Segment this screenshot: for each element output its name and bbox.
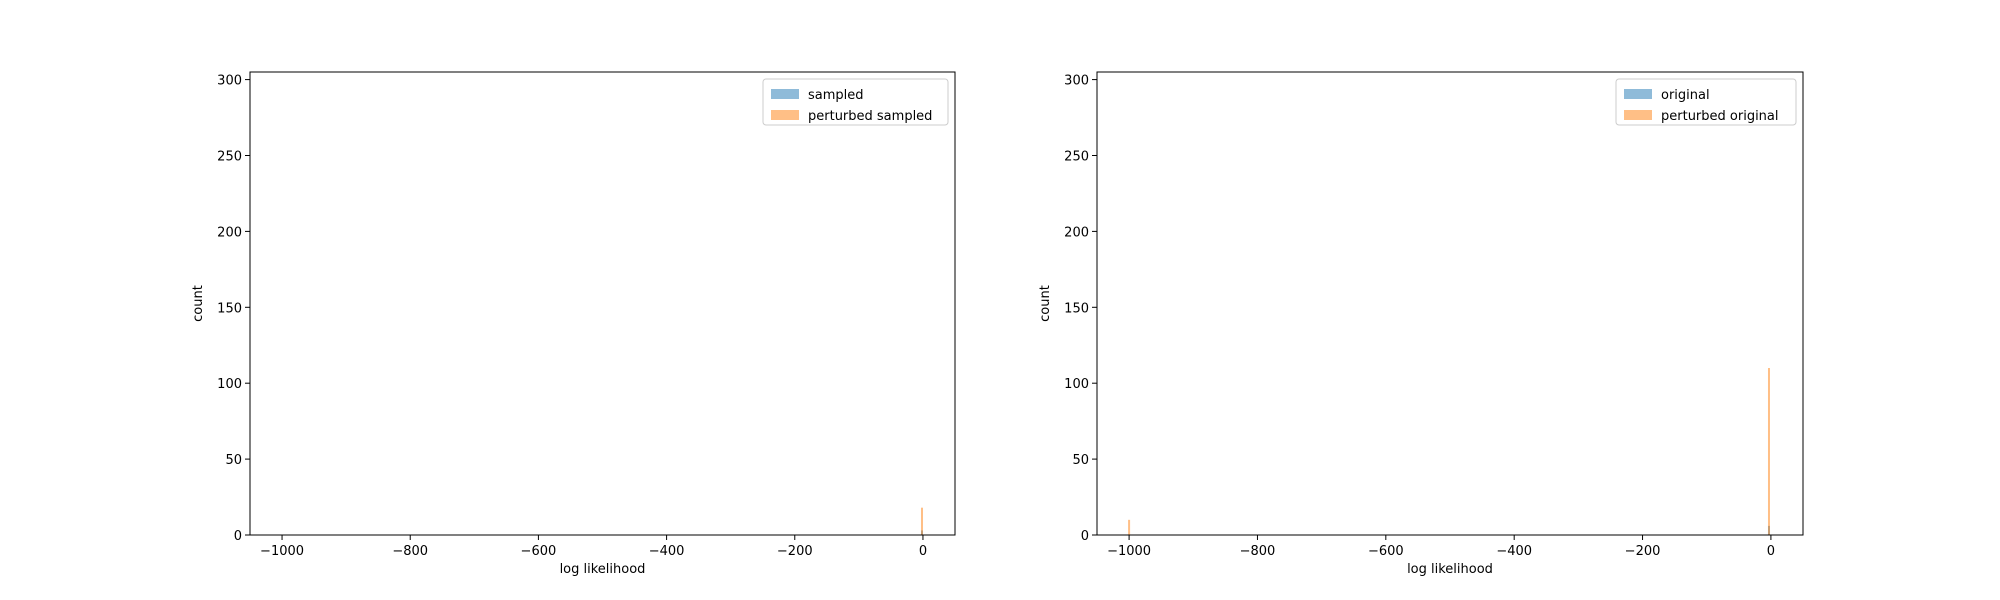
x-tick-label: −600 <box>521 544 557 559</box>
x-tick-label: −600 <box>1368 544 1404 559</box>
legend: original perturbed original <box>1615 78 1797 126</box>
y-axis-ticks: 0 50 100 150 200 250 300 <box>1064 74 1097 544</box>
legend-box <box>1615 78 1797 126</box>
plot-frame <box>249 71 956 536</box>
plot-frame <box>1096 71 1804 536</box>
legend-label-perturbed-sampled: perturbed sampled <box>808 109 932 124</box>
x-tick-label: 0 <box>919 544 927 559</box>
legend-label-original: original <box>1661 88 1710 103</box>
histogram-panel-original: 0 50 100 150 200 250 300 −1000 −800 −600 −400 −200… <box>1038 71 1804 577</box>
legend-label-sampled: sampled <box>808 88 864 103</box>
histogram-bar-perturbed-original <box>1767 368 1770 535</box>
y-tick-label: 250 <box>1064 149 1089 164</box>
histogram-panel-sampled: 0 50 100 150 200 250 300 −1000 −800 −600 −400 −200… <box>191 71 956 577</box>
legend-label-perturbed-original: perturbed original <box>1661 109 1779 124</box>
legend-swatch-original <box>1624 89 1652 99</box>
y-tick-label: 200 <box>1064 225 1089 240</box>
y-tick-label: 150 <box>217 301 242 316</box>
x-tick-label: −400 <box>649 544 685 559</box>
y-tick-label: 250 <box>217 149 242 164</box>
histogram-bar-perturbed-original <box>1128 519 1131 535</box>
x-axis-ticks: −1000 −800 −600 −400 −200 0 <box>260 535 927 559</box>
x-tick-label: −800 <box>392 544 428 559</box>
x-axis-label: log likelihood <box>1407 562 1493 577</box>
y-tick-label: 150 <box>1064 301 1089 316</box>
y-tick-label: 50 <box>1072 453 1089 468</box>
x-tick-label: −200 <box>1625 544 1661 559</box>
x-tick-label: −1000 <box>1107 544 1151 559</box>
bars <box>920 507 923 535</box>
y-tick-label: 100 <box>217 377 242 392</box>
legend-swatch-perturbed-original <box>1624 110 1652 120</box>
y-tick-label: 300 <box>217 74 242 89</box>
y-tick-label: 100 <box>1064 377 1089 392</box>
y-axis-ticks: 0 50 100 150 200 250 300 <box>217 74 250 544</box>
plot-area <box>250 72 955 535</box>
y-tick-label: 300 <box>1064 74 1089 89</box>
y-axis-label: count <box>191 285 206 322</box>
y-tick-label: 200 <box>217 225 242 240</box>
legend: sampled perturbed sampled <box>762 78 949 126</box>
x-axis-label: log likelihood <box>560 562 646 577</box>
x-tick-label: −400 <box>1496 544 1532 559</box>
histogram-bar-perturbed-sampled <box>920 507 923 535</box>
legend-swatch-perturbed-sampled <box>771 110 799 120</box>
x-tick-label: −800 <box>1240 544 1276 559</box>
y-tick-label: 0 <box>1081 529 1089 544</box>
x-tick-label: −1000 <box>260 544 304 559</box>
y-tick-label: 0 <box>234 529 242 544</box>
x-tick-label: 0 <box>1767 544 1775 559</box>
plot-area <box>1097 72 1803 535</box>
legend-swatch-sampled <box>771 89 799 99</box>
bars <box>1128 368 1770 535</box>
legend-box <box>762 78 949 126</box>
x-tick-label: −200 <box>777 544 813 559</box>
y-axis-label: count <box>1038 285 1053 322</box>
x-axis-ticks: −1000 −800 −600 −400 −200 0 <box>1107 535 1775 559</box>
y-tick-label: 50 <box>225 453 242 468</box>
